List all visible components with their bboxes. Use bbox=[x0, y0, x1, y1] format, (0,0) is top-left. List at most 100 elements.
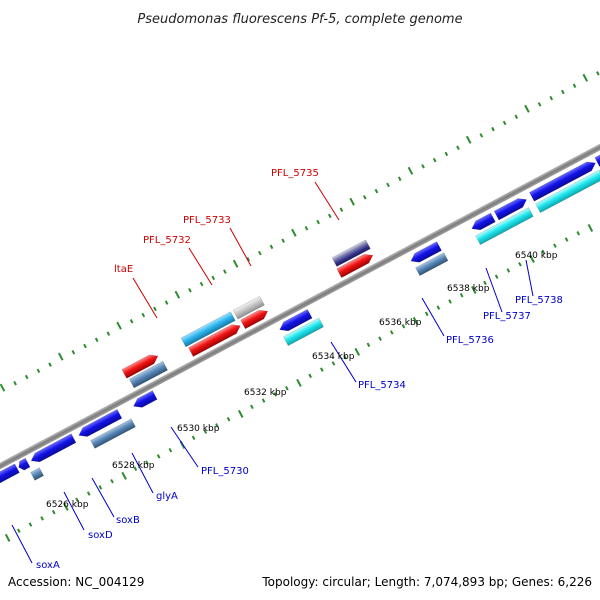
reverse-tick bbox=[203, 429, 208, 434]
reverse-tick bbox=[320, 367, 324, 372]
ltaE-leader bbox=[132, 277, 158, 319]
gene-box-5738-strand bbox=[535, 169, 600, 214]
gene-box-gly bbox=[78, 409, 123, 437]
forward-tick bbox=[0, 383, 6, 392]
gene-label-PFL_5734[interactable]: PFL_5734 bbox=[358, 380, 406, 391]
forward-tick bbox=[94, 337, 99, 343]
reverse-tick bbox=[168, 447, 173, 453]
forward-tick bbox=[304, 226, 309, 231]
forward-tick bbox=[386, 182, 390, 188]
reverse-tick bbox=[553, 243, 557, 248]
gene-label-soxA[interactable]: soxA bbox=[36, 560, 60, 571]
genome-summary-text: Topology: circular; Length: 7,074,893 bp… bbox=[261, 575, 592, 589]
gene-label-PFL_5730[interactable]: PFL_5730 bbox=[201, 466, 249, 477]
reverse-tick bbox=[250, 404, 254, 410]
forward-tick bbox=[397, 176, 402, 181]
forward-tick bbox=[48, 362, 52, 367]
forward-tick bbox=[349, 197, 355, 206]
reverse-tick bbox=[448, 299, 452, 304]
soxD-leader bbox=[63, 491, 85, 531]
forward-tick bbox=[211, 275, 216, 281]
forward-tick bbox=[537, 102, 542, 107]
forward-tick bbox=[258, 250, 262, 256]
gene-label-PFL_5736[interactable]: PFL_5736 bbox=[446, 335, 494, 346]
forward-tick bbox=[223, 269, 227, 274]
reverse-tick bbox=[226, 416, 231, 422]
reverse-tick bbox=[308, 373, 312, 379]
reverse-tick bbox=[378, 336, 382, 341]
forward-tick bbox=[291, 228, 297, 237]
reverse-tick bbox=[576, 231, 581, 236]
reverse-tick bbox=[354, 347, 361, 356]
reverse-gene-labels: soxA soxD soxB glyA PFL_5730 PFL_5734 PF… bbox=[36, 295, 563, 571]
forward-tick bbox=[549, 95, 554, 101]
forward-tick bbox=[561, 89, 565, 95]
forward-tick bbox=[374, 188, 379, 194]
gene-label-soxB[interactable]: soxB bbox=[116, 515, 140, 526]
reverse-tick bbox=[541, 249, 546, 255]
reverse-tick bbox=[191, 435, 196, 441]
forward-tick bbox=[444, 151, 449, 157]
gene-label-PFL_5732[interactable]: PFL_5732 bbox=[143, 235, 191, 246]
PFL_5734-leader bbox=[330, 341, 357, 383]
gene-box-5735 bbox=[336, 253, 374, 278]
reverse-tick bbox=[529, 254, 535, 263]
gene-label-PFL_5737[interactable]: PFL_5737 bbox=[483, 311, 531, 322]
gene-track bbox=[0, 151, 600, 500]
gene-label-soxD[interactable]: soxD bbox=[88, 530, 113, 541]
forward-tick bbox=[164, 300, 169, 305]
forward-tick bbox=[491, 126, 495, 132]
gene-box-5732 bbox=[188, 324, 241, 357]
gene-box-5736-strand bbox=[415, 252, 449, 276]
forward-tick bbox=[71, 349, 76, 355]
forward-tick bbox=[58, 352, 64, 361]
PFL_5735-leader bbox=[314, 181, 340, 221]
reverse-tick bbox=[401, 324, 406, 329]
forward-tick bbox=[141, 312, 146, 318]
gene-label-PFL_5733[interactable]: PFL_5733 bbox=[183, 215, 231, 226]
gene-label-glyA[interactable]: glyA bbox=[156, 491, 178, 502]
label-leader-lines bbox=[11, 181, 534, 564]
reverse-tick bbox=[296, 378, 302, 387]
forward-tick bbox=[465, 135, 472, 144]
PFL_5730-leader bbox=[170, 426, 199, 468]
gene-box-5737-b bbox=[493, 198, 527, 221]
forward-tick bbox=[432, 157, 437, 163]
forward-tick bbox=[269, 244, 274, 250]
tick-label-6540: 6540 kbp bbox=[515, 251, 558, 261]
reverse-tick-ring bbox=[4, 218, 600, 542]
reverse-tick bbox=[51, 509, 56, 515]
forward-tick bbox=[316, 219, 320, 225]
gene-box-rev-a bbox=[0, 463, 20, 500]
reverse-tick bbox=[285, 385, 289, 391]
gene-box-5734 bbox=[279, 308, 313, 332]
reverse-tick bbox=[86, 491, 91, 496]
tick-label-6526: 6526 kbp bbox=[46, 500, 89, 510]
forward-tick bbox=[24, 374, 29, 380]
gene-box-5734-strand bbox=[283, 317, 324, 346]
gene-box-5733-strand bbox=[232, 295, 265, 320]
gene-label-ltaE[interactable]: ltaE bbox=[114, 264, 133, 275]
gene-box-ltaE bbox=[129, 360, 168, 389]
forward-tick bbox=[582, 73, 589, 82]
tick-label-6532: 6532 kbp bbox=[244, 388, 287, 398]
gene-box-sox-b bbox=[30, 433, 77, 463]
gene-box-glyA bbox=[90, 418, 136, 449]
PFL_5738-leader bbox=[525, 259, 534, 297]
reverse-tick bbox=[133, 466, 138, 472]
gene-box-ltaE-strand bbox=[121, 354, 159, 379]
gene-label-PFL_5735[interactable]: PFL_5735 bbox=[271, 168, 319, 179]
reverse-tick bbox=[587, 223, 594, 232]
reverse-tick bbox=[412, 316, 419, 325]
reverse-tick bbox=[471, 285, 477, 294]
gene-box-5732-strand bbox=[180, 311, 236, 348]
forward-tick bbox=[362, 195, 367, 200]
reverse-tick bbox=[16, 528, 21, 533]
gene-label-PFL_5738[interactable]: PFL_5738 bbox=[515, 295, 563, 306]
forward-tick bbox=[106, 331, 111, 336]
reverse-tick bbox=[494, 274, 499, 279]
gene-box-sox-small bbox=[18, 457, 31, 471]
forward-tick bbox=[479, 133, 484, 138]
reverse-tick bbox=[75, 497, 79, 503]
